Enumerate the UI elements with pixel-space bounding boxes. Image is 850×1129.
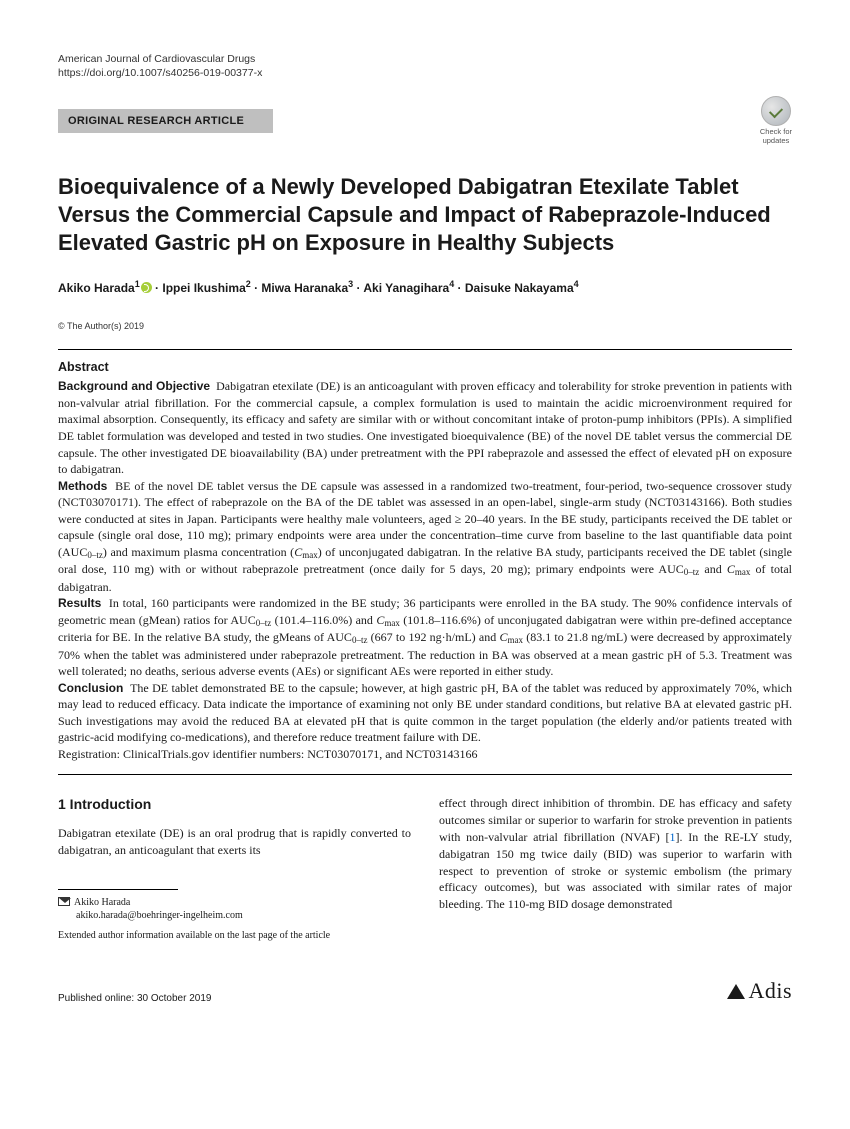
results-text: In total, 160 participants were randomiz… [58, 596, 792, 678]
journal-header: American Journal of Cardiovascular Drugs… [58, 52, 792, 80]
intro-col1-text: Dabigatran etexilate (DE) is an oral pro… [58, 825, 411, 859]
left-column: 1 Introduction Dabigatran etexilate (DE)… [58, 795, 411, 942]
adis-logo-icon [727, 984, 745, 999]
doi-link[interactable]: https://doi.org/10.1007/s40256-019-00377… [58, 66, 792, 80]
extended-info-note: Extended author information available on… [58, 929, 411, 943]
correspondence-footnote: Akiko Harada akiko.harada@boehringer-ing… [58, 896, 411, 943]
article-title: Bioequivalence of a Newly Developed Dabi… [58, 173, 792, 257]
publisher-brand: Adis [727, 978, 792, 1004]
conclusion-label: Conclusion [58, 681, 123, 695]
article-category: ORIGINAL RESEARCH ARTICLE [58, 109, 273, 133]
publisher-name: Adis [748, 978, 792, 1003]
background-text: Dabigatran etexilate (DE) is an anticoag… [58, 379, 792, 476]
intro-col2-text: effect through direct inhibition of thro… [439, 795, 792, 913]
check-updates-line2: updates [763, 137, 790, 145]
methods-text: BE of the novel DE tablet versus the DE … [58, 479, 792, 594]
author-list: Akiko Harada1 · Ippei Ikushima2 · Miwa H… [58, 279, 792, 295]
corr-author-name: Akiko Harada [74, 897, 130, 908]
abstract-heading: Abstract [58, 360, 792, 374]
mail-icon [58, 897, 70, 906]
published-date: Published online: 30 October 2019 [58, 993, 211, 1004]
background-label: Background and Objective [58, 379, 210, 393]
abstract-body: Background and Objective Dabigatran etex… [58, 378, 792, 762]
results-label: Results [58, 596, 101, 610]
abstract-box: Abstract Background and Objective Dabiga… [58, 349, 792, 775]
right-column: effect through direct inhibition of thro… [439, 795, 792, 942]
methods-label: Methods [58, 479, 107, 493]
journal-name: American Journal of Cardiovascular Drugs [58, 52, 792, 66]
registration-line: Registration: ClinicalTrials.gov identif… [58, 746, 792, 763]
section-1-heading: 1 Introduction [58, 795, 411, 815]
category-row: ORIGINAL RESEARCH ARTICLE Check for upda… [58, 96, 792, 145]
page-footer: Published online: 30 October 2019 Adis [58, 978, 792, 1004]
check-updates-icon [761, 96, 791, 126]
corr-author-email[interactable]: akiko.harada@boehringer-ingelheim.com [76, 909, 411, 923]
check-updates-badge[interactable]: Check for updates [760, 96, 792, 145]
conclusion-text: The DE tablet demonstrated BE to the cap… [58, 681, 792, 745]
body-columns: 1 Introduction Dabigatran etexilate (DE)… [58, 795, 792, 942]
copyright-line: © The Author(s) 2019 [58, 321, 792, 331]
footnote-divider [58, 889, 178, 890]
